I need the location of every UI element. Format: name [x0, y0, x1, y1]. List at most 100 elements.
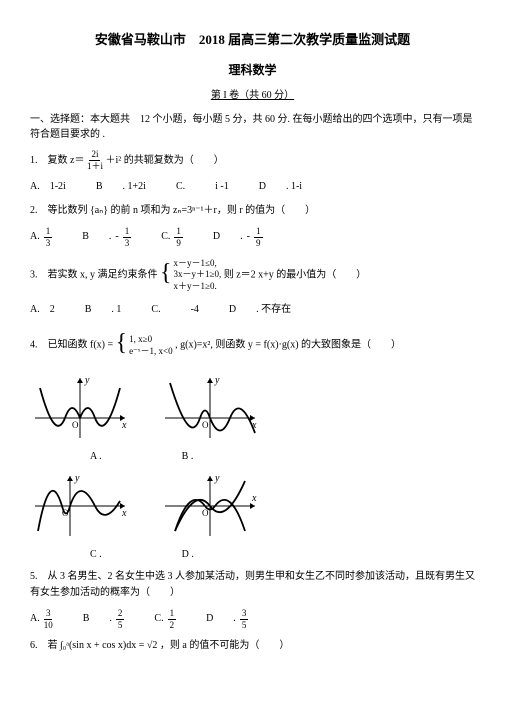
- q6-sqrt: √2: [147, 640, 158, 651]
- graph-a: x y O: [30, 373, 130, 443]
- q5-stem: 5. 从 3 名男生、2 名女生中选 3 人参加某活动，则男生甲和女生乙不同时参…: [30, 571, 475, 598]
- frac-num: 2i: [89, 150, 100, 161]
- neg: -: [247, 229, 250, 245]
- case3: x＋y－1≥0.: [174, 281, 222, 293]
- label: B .: [83, 611, 112, 627]
- case1: 1, x≥0: [129, 334, 172, 346]
- q1-optA: A. 1-2i: [30, 179, 66, 195]
- q1-options: A. 1-2i B . 1+2i C. i -1 D . 1-i: [30, 179, 475, 195]
- label-d: D .: [182, 547, 194, 563]
- q2-stem: 2. 等比数列 {aₙ} 的前 n 项和为 zₙ=3ⁿ⁻¹＋r，则 r 的值为（…: [30, 205, 315, 216]
- q6-stem-prefix: 6. 若 ∫₀ᵃ(sin x + cos x)dx =: [30, 640, 144, 651]
- den: 5: [242, 620, 247, 630]
- num: 2: [116, 609, 125, 620]
- q3-piecewise: { x－y－1≤0, 3x－y＋1≥0, x＋y－1≥0.: [160, 256, 221, 294]
- graph-c: x y O: [30, 471, 130, 541]
- label: C.: [154, 611, 163, 627]
- label: D .: [206, 611, 236, 627]
- q1-optC: C. i -1: [176, 179, 229, 195]
- num: 1: [254, 227, 263, 238]
- q5-options: A. 310 B . 25 C. 12 D . 35: [30, 609, 475, 630]
- q4-piecewise: { 1, x≥0 e⁻ˣ－1, x<0: [116, 326, 173, 364]
- q2-optC: C. 19: [161, 227, 183, 248]
- num: 1: [44, 227, 53, 238]
- q1-stem-prefix: 1. 复数 z＝: [30, 155, 84, 166]
- label-b: B .: [182, 449, 194, 465]
- graph-b: x y O: [160, 373, 260, 443]
- case2: e⁻ˣ－1, x<0: [129, 346, 172, 358]
- q3-optA: A. 2: [30, 302, 55, 318]
- title-sub: 理科数学: [30, 61, 475, 80]
- den: 3: [125, 238, 130, 248]
- case2: 3x－y＋1≥0,: [174, 269, 222, 281]
- question-4: 4. 已知函数 f(x) = { 1, x≥0 e⁻ˣ－1, x<0 , g(x…: [30, 326, 475, 364]
- den: 2: [170, 620, 175, 630]
- q3-stem-suffix: 则 z＝2 x+y 的最小值为（ ）: [224, 269, 367, 280]
- num: 1: [123, 227, 132, 238]
- den: 3: [46, 238, 51, 248]
- num: 3: [240, 609, 249, 620]
- brace-icon: {: [160, 254, 172, 292]
- den: 5: [118, 620, 123, 630]
- q1-fraction: 2i 1＋i: [87, 150, 103, 171]
- q5-optA: A. 310: [30, 609, 53, 630]
- q1-optD: D . 1-i: [259, 179, 302, 195]
- label: C.: [161, 229, 170, 245]
- graph-row-1: x y O x y O: [30, 373, 475, 443]
- svg-text:y: y: [214, 473, 220, 484]
- frac-den: 1＋i: [87, 161, 103, 171]
- question-3: 3. 若实数 x, y 满足约束条件 { x－y－1≤0, 3x－y＋1≥0, …: [30, 256, 475, 294]
- graph-d: x y O: [160, 471, 260, 541]
- q2-options: A. 13 B . - 13 C. 19 D . - 19: [30, 227, 475, 248]
- brace-icon: {: [116, 324, 128, 362]
- label-a: A .: [90, 449, 102, 465]
- svg-text:O: O: [72, 420, 79, 430]
- q2-optA: A. 13: [30, 227, 52, 248]
- question-2: 2. 等比数列 {aₙ} 的前 n 项和为 zₙ=3ⁿ⁻¹＋r，则 r 的值为（…: [30, 203, 475, 219]
- neg: -: [115, 229, 118, 245]
- question-6: 6. 若 ∫₀ᵃ(sin x + cos x)dx = √2 ，则 a 的值不可…: [30, 638, 475, 654]
- q3-options: A. 2 B . 1 C. -4 D . 不存在: [30, 302, 475, 318]
- q3-stem-prefix: 3. 若实数 x, y 满足约束条件: [30, 269, 158, 280]
- q5-optB: B . 25: [83, 609, 125, 630]
- svg-text:x: x: [121, 508, 127, 519]
- graph-labels-2: C . D .: [90, 547, 475, 563]
- q6-stem-suffix: ，则 a 的值不可能为（ ）: [160, 640, 289, 651]
- num: 1: [174, 227, 183, 238]
- q4-mid: , g(x)=x², 则函数 y = f(x)·g(x) 的大致图象是（ ）: [175, 340, 401, 351]
- q2-optB: B . - 13: [82, 227, 131, 248]
- q2-optD: D . - 19: [213, 227, 263, 248]
- den: 10: [44, 620, 53, 630]
- label: B .: [82, 229, 111, 245]
- title-main: 安徽省马鞍山市 2018 届高三第二次教学质量监测试题: [30, 30, 475, 51]
- q4-stem-prefix: 4. 已知函数 f(x) =: [30, 340, 113, 351]
- q5-optC: C. 12: [154, 609, 176, 630]
- q3-optD: D . 不存在: [229, 302, 291, 318]
- graph-row-2: x y O x y O: [30, 471, 475, 541]
- q1-optB: B . 1+2i: [96, 179, 146, 195]
- svg-text:y: y: [214, 375, 220, 386]
- label: A.: [30, 611, 40, 627]
- graph-labels-1: A . B .: [90, 449, 475, 465]
- svg-text:O: O: [202, 420, 209, 430]
- question-1: 1. 复数 z＝ 2i 1＋i ＋i² 的共轭复数为（ ）: [30, 150, 475, 171]
- q3-optB: B . 1: [85, 302, 122, 318]
- label: D .: [213, 229, 243, 245]
- svg-text:x: x: [251, 493, 257, 504]
- svg-text:y: y: [84, 375, 90, 386]
- q3-optC: C. -4: [151, 302, 199, 318]
- question-5: 5. 从 3 名男生、2 名女生中选 3 人参加某活动，则男生甲和女生乙不同时参…: [30, 569, 475, 601]
- q5-optD: D . 35: [206, 609, 248, 630]
- svg-text:x: x: [121, 420, 127, 431]
- label: A.: [30, 229, 40, 245]
- q1-stem-suffix: ＋i² 的共轭复数为（ ）: [105, 155, 223, 166]
- num: 3: [44, 609, 53, 620]
- title-section: 第 I 卷（共 60 分）: [30, 88, 475, 104]
- den: 9: [256, 238, 261, 248]
- den: 9: [176, 238, 181, 248]
- svg-text:y: y: [74, 473, 80, 484]
- instruction: 一、选择题：本大题共 12 个小题，每小题 5 分，共 60 分. 在每小题给出…: [30, 112, 475, 142]
- case1: x－y－1≤0,: [174, 258, 222, 270]
- num: 1: [168, 609, 177, 620]
- label-c: C .: [90, 547, 102, 563]
